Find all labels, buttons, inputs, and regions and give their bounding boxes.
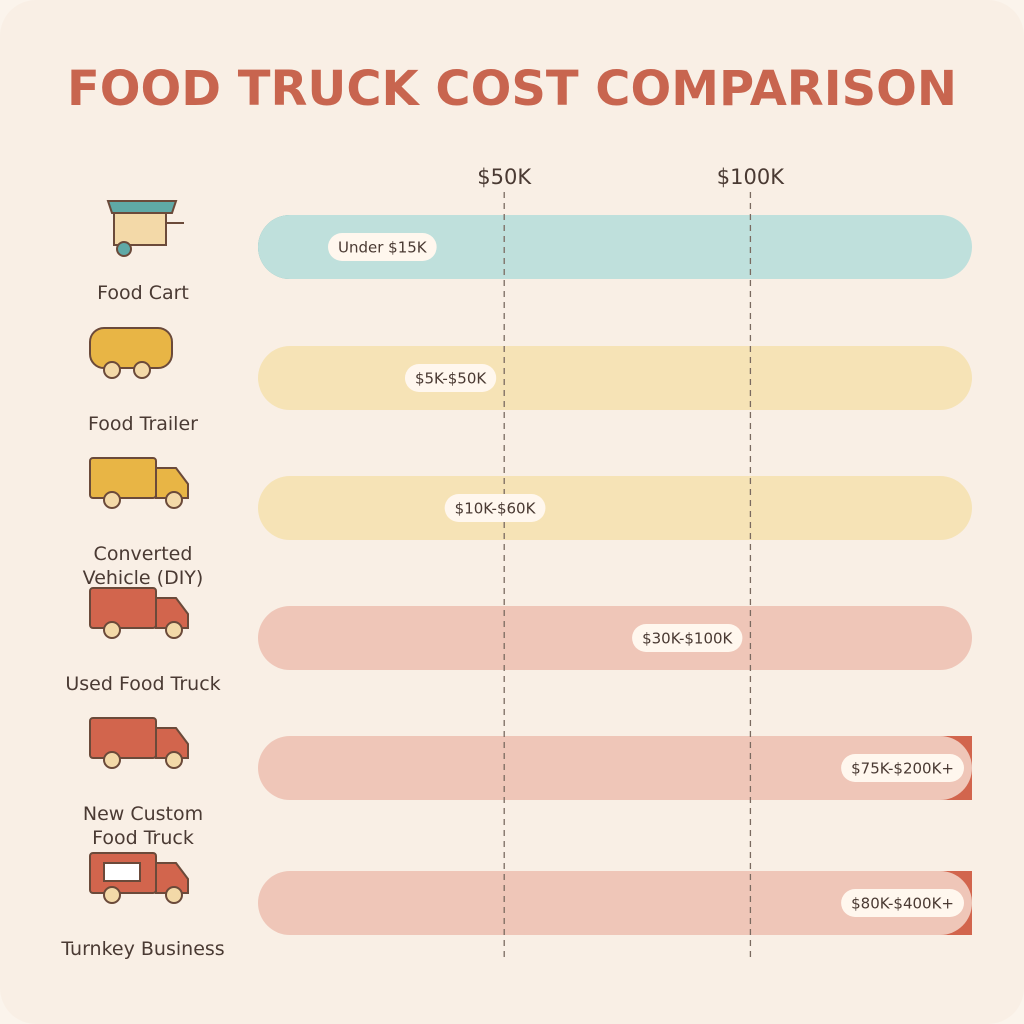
icon-part: [165, 491, 183, 509]
icon-part: [133, 361, 151, 379]
icon-part: [103, 862, 141, 882]
value-label-bg: [328, 233, 437, 261]
icon-part: [89, 717, 157, 759]
category-icon: [89, 457, 189, 509]
bar-track: [258, 871, 972, 935]
icon-part: [103, 361, 121, 379]
icon-part: [165, 621, 183, 639]
value-label-bg: [841, 754, 964, 782]
category-label: Turnkey Business: [61, 938, 225, 960]
value-label: $75K-$200K+: [851, 760, 954, 778]
icon-part: [103, 621, 121, 639]
value-label-bg: [841, 889, 964, 917]
icon-part: [103, 491, 121, 509]
icon-part: [113, 212, 167, 246]
value-label: $80K-$400K+: [851, 895, 954, 913]
category-label: New Custom Food Truck: [82, 803, 204, 849]
value-label: $30K-$100K: [642, 630, 733, 648]
bar-track: [258, 215, 972, 279]
plot-area: [258, 215, 972, 935]
icon-part: [89, 587, 157, 629]
category-label: Converted Vehicle (DIY): [82, 543, 204, 589]
bar-track: [258, 606, 972, 670]
icon-part: [103, 751, 121, 769]
icon-part: [165, 751, 183, 769]
icon-part: [103, 886, 121, 904]
category-icon: [89, 327, 173, 379]
value-label-bg: [444, 494, 546, 522]
icon-part: [106, 200, 178, 214]
icon-part: [155, 467, 189, 499]
icon-part: [155, 597, 189, 629]
bar-track: [258, 736, 972, 800]
chart-title: FOOD TRUCK COST COMPARISON: [67, 61, 957, 117]
bar-track: [258, 346, 972, 410]
icon-part: [155, 862, 189, 894]
category-label: Food Cart: [97, 282, 189, 304]
category-label: Food Trailer: [88, 413, 198, 435]
icon-part: [89, 327, 173, 369]
icon-part: [116, 241, 132, 257]
category-icon: [89, 587, 189, 639]
value-label: $10K-$60K: [455, 500, 537, 518]
category-label: Used Food Truck: [65, 673, 221, 695]
category-icon: [89, 717, 189, 769]
x-tick-label: $100K: [717, 165, 785, 189]
icon-part: [165, 886, 183, 904]
x-tick-label: $50K: [477, 165, 532, 189]
value-label-bg: [632, 624, 743, 652]
value-label: $5K-$50K: [415, 370, 487, 388]
value-label: Under $15K: [338, 239, 428, 257]
bar-track: [258, 476, 972, 540]
icon-part: [89, 457, 157, 499]
icon-part: [155, 727, 189, 759]
category-icon: [106, 200, 184, 257]
value-label-bg: [404, 364, 497, 392]
category-icon: [89, 852, 189, 904]
